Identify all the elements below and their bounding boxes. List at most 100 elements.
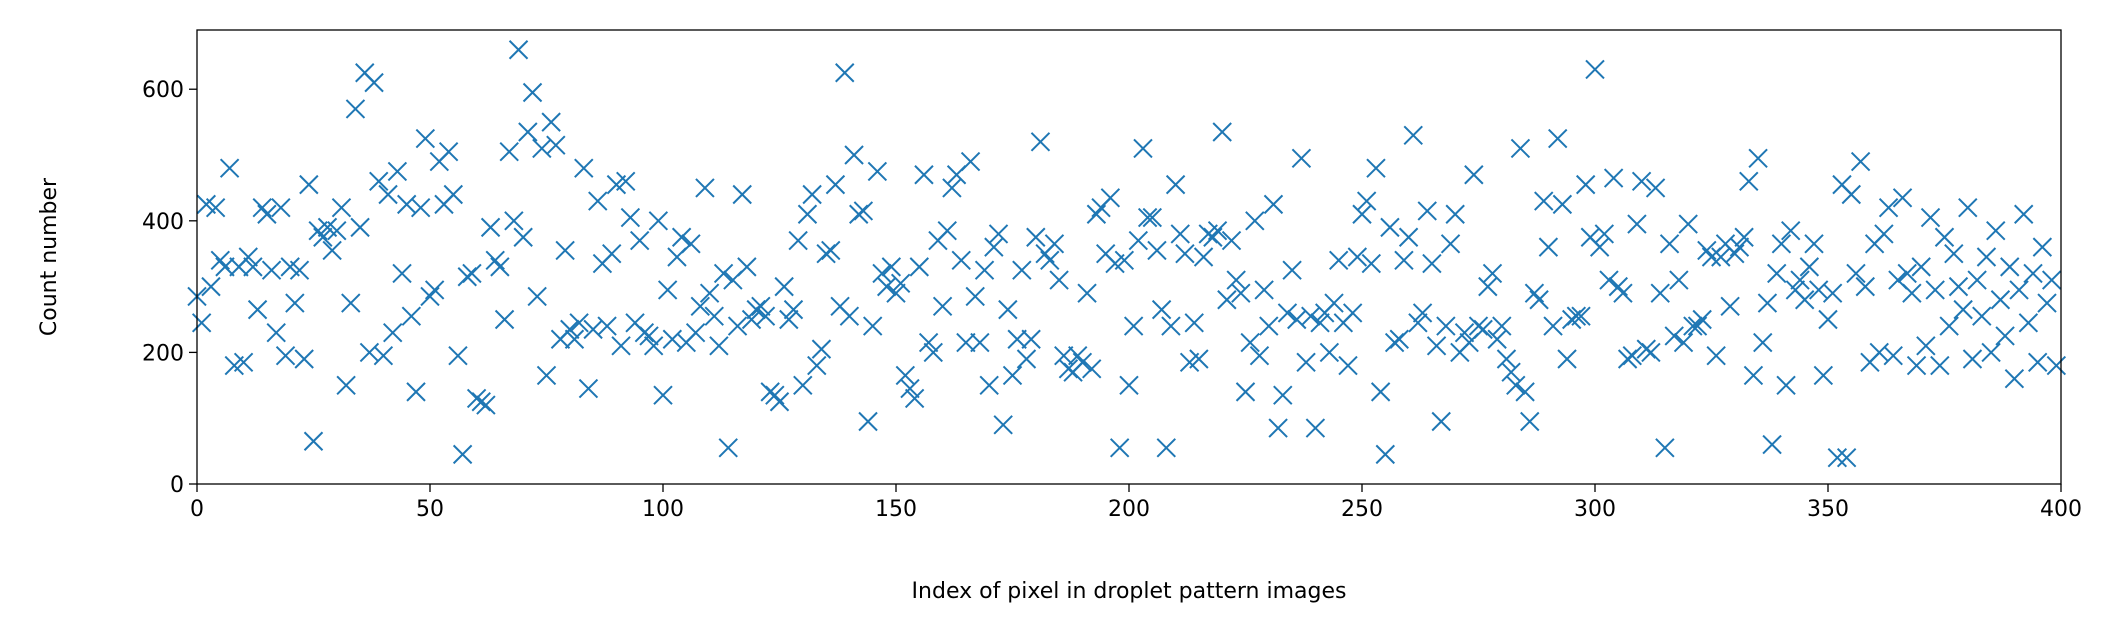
marker: [1328, 250, 1349, 270]
marker: [313, 227, 333, 247]
marker: [1729, 237, 1750, 257]
marker: [956, 332, 976, 353]
marker: [1557, 349, 1577, 369]
marker: [578, 378, 599, 399]
marker: [1417, 201, 1437, 221]
marker: [611, 336, 631, 356]
marker: [1109, 438, 1130, 458]
marker: [588, 191, 608, 211]
marker: [299, 174, 319, 195]
marker: [727, 316, 748, 336]
marker: [560, 319, 580, 340]
marker: [1529, 290, 1549, 310]
marker: [1366, 158, 1386, 178]
marker: [2027, 352, 2048, 372]
marker: [1310, 313, 1330, 333]
marker: [1100, 188, 1121, 208]
marker: [737, 257, 757, 277]
marker: [904, 388, 925, 409]
marker: [1548, 128, 1568, 149]
marker: [648, 211, 669, 231]
marker: [1431, 411, 1451, 432]
marker: [2023, 263, 2043, 284]
x-tick-label: 200: [1108, 497, 1150, 522]
y-tick-label: 200: [142, 341, 184, 366]
marker: [1473, 319, 1493, 340]
marker: [1319, 342, 1340, 363]
marker: [1398, 227, 1419, 247]
x-tick-label: 250: [1341, 497, 1383, 522]
marker: [1962, 349, 1983, 369]
marker: [522, 82, 543, 103]
marker: [1664, 326, 1684, 346]
marker: [1948, 276, 1969, 297]
marker: [835, 63, 855, 83]
marker: [1790, 270, 1810, 290]
marker: [1981, 342, 2001, 363]
marker: [1016, 349, 1037, 369]
marker: [1338, 355, 1358, 376]
marker: [322, 240, 342, 261]
marker: [867, 161, 888, 182]
marker: [1454, 322, 1475, 343]
marker: [1986, 220, 2006, 241]
marker: [1515, 382, 1535, 402]
marker: [1520, 411, 1540, 432]
marker: [1133, 138, 1153, 159]
marker: [853, 201, 874, 221]
marker: [476, 395, 496, 415]
y-tick-label: 600: [142, 78, 184, 103]
marker: [350, 217, 370, 238]
marker: [1920, 207, 1941, 228]
marker: [247, 299, 268, 320]
marker: [998, 299, 1018, 320]
marker: [2037, 293, 2057, 313]
marker: [1855, 276, 1875, 297]
marker: [1296, 352, 1316, 372]
marker: [1277, 303, 1298, 323]
marker: [1026, 227, 1046, 247]
marker: [564, 329, 585, 349]
marker: [1040, 250, 1060, 270]
marker: [518, 122, 538, 142]
marker: [1268, 418, 1288, 438]
marker: [839, 306, 860, 326]
marker: [1892, 188, 1913, 208]
marker: [1165, 174, 1186, 195]
marker: [914, 165, 934, 185]
marker: [406, 382, 426, 402]
marker: [988, 224, 1009, 244]
marker: [1976, 247, 1997, 267]
marker: [1841, 184, 1862, 205]
marker: [438, 142, 459, 162]
marker: [1273, 385, 1293, 405]
marker: [504, 211, 524, 231]
marker: [1925, 280, 1945, 300]
marker: [378, 184, 398, 205]
marker: [1021, 329, 1041, 349]
marker: [1030, 132, 1051, 152]
marker: [797, 204, 818, 224]
marker: [993, 415, 1013, 435]
marker: [1412, 303, 1433, 323]
marker: [965, 286, 985, 307]
marker: [821, 240, 841, 261]
marker: [1496, 349, 1517, 369]
x-tick-label: 400: [2040, 497, 2082, 522]
marker: [1445, 204, 1465, 224]
marker: [513, 227, 533, 247]
marker: [1408, 313, 1428, 333]
marker: [1906, 355, 1927, 376]
marker: [1436, 316, 1456, 336]
marker: [1156, 438, 1176, 458]
marker: [932, 296, 953, 317]
marker: [779, 309, 799, 330]
marker: [1123, 316, 1144, 336]
marker: [1753, 332, 1773, 353]
marker: [1245, 211, 1265, 231]
marker: [793, 375, 813, 396]
marker: [1804, 234, 1824, 254]
marker: [1426, 336, 1447, 356]
marker: [1743, 365, 1764, 386]
marker: [1240, 332, 1260, 353]
